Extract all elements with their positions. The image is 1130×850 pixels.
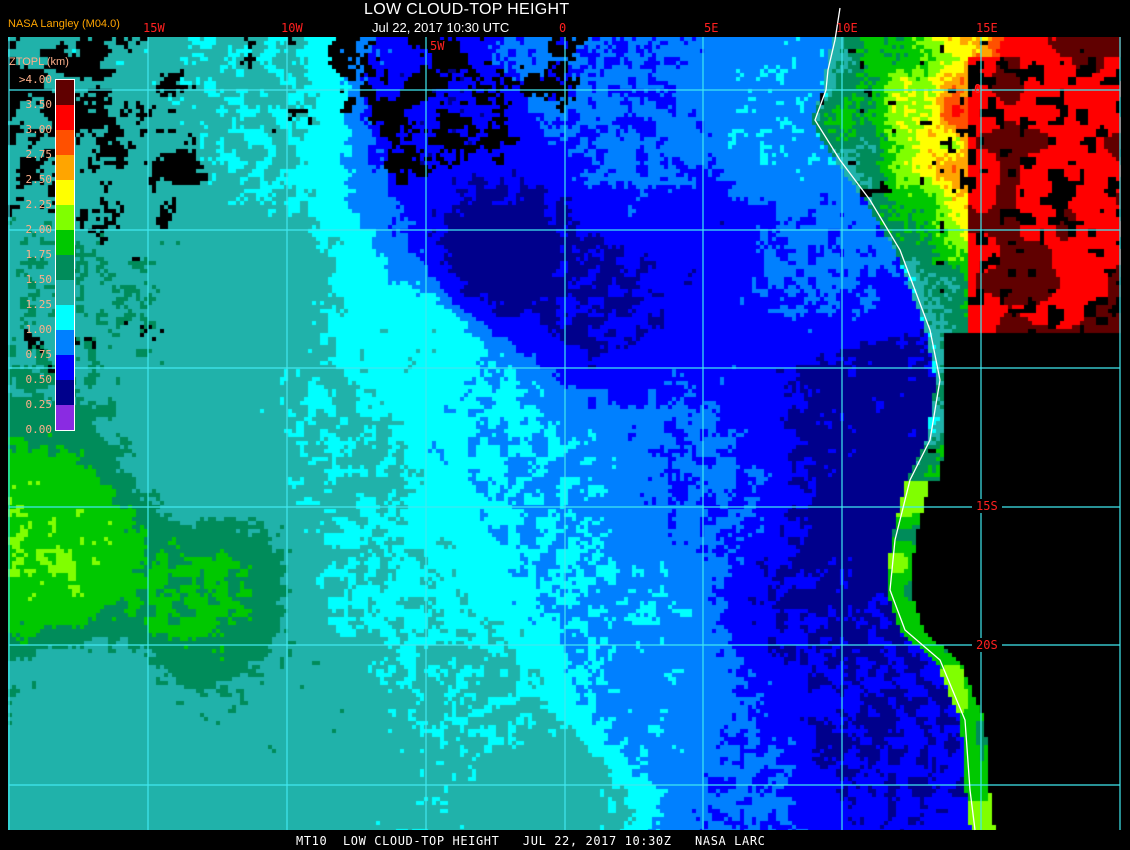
- legend-label: 1.50: [25, 273, 53, 286]
- lon-label-10w: 10W: [281, 21, 303, 35]
- legend-label: 3.00: [25, 123, 53, 136]
- legend-label: 2.50: [25, 173, 53, 186]
- lat-label-0: 0: [974, 82, 982, 96]
- legend-swatch: [56, 205, 74, 230]
- legend-label: 2.25: [25, 198, 53, 211]
- legend-title: ZTOPL (km): [9, 56, 69, 68]
- lat-label-20s: 20S: [972, 638, 1002, 652]
- map-datetime: Jul 22, 2017 10:30 UTC: [372, 20, 510, 35]
- legend-label: 0.00: [25, 423, 53, 436]
- lon-label-15w: 15W: [143, 21, 165, 35]
- legend-label: 1.25: [25, 298, 53, 311]
- legend-swatch: [56, 155, 74, 180]
- lat-lon-grid: [8, 37, 1121, 830]
- legend-label: 1.00: [25, 323, 53, 336]
- legend-label: 0.25: [25, 398, 53, 411]
- legend-swatch: [56, 380, 74, 405]
- legend-label: 1.75: [25, 248, 53, 261]
- legend-swatch: [56, 80, 74, 105]
- lon-label-15e: 15E: [976, 21, 998, 35]
- map-title: LOW CLOUD-TOP HEIGHT: [364, 1, 570, 18]
- footer-caption: MT10 LOW CLOUD-TOP HEIGHT JUL 22, 2017 1…: [296, 834, 766, 848]
- legend-swatch: [56, 305, 74, 330]
- lon-label-5e: 5E: [704, 21, 719, 35]
- legend-swatch: [56, 280, 74, 305]
- agency-label: NASA Langley (M04.0): [8, 18, 120, 30]
- legend-label: 2.75: [25, 148, 53, 161]
- legend-swatch: [56, 230, 74, 255]
- lon-label-0: 0: [559, 21, 567, 35]
- lat-label-15s: 15S: [972, 499, 1002, 513]
- coastline: [814, 7, 976, 831]
- lon-label-10e: 10E: [836, 21, 858, 35]
- legend-swatch: [56, 355, 74, 380]
- legend-colorbar: [55, 79, 75, 431]
- legend-swatch: [56, 405, 74, 430]
- legend-swatch: [56, 330, 74, 355]
- legend-label: 3.50: [25, 98, 53, 111]
- lon-label-5w: 5W: [428, 39, 447, 53]
- legend-label: 0.50: [25, 373, 53, 386]
- legend-swatch: [56, 130, 74, 155]
- legend-label: 0.75: [25, 348, 53, 361]
- legend-swatch: [56, 180, 74, 205]
- legend-label: 2.00: [25, 223, 53, 236]
- legend-swatch: [56, 105, 74, 130]
- legend-label: >4.00: [18, 73, 52, 86]
- legend-swatch: [56, 255, 74, 280]
